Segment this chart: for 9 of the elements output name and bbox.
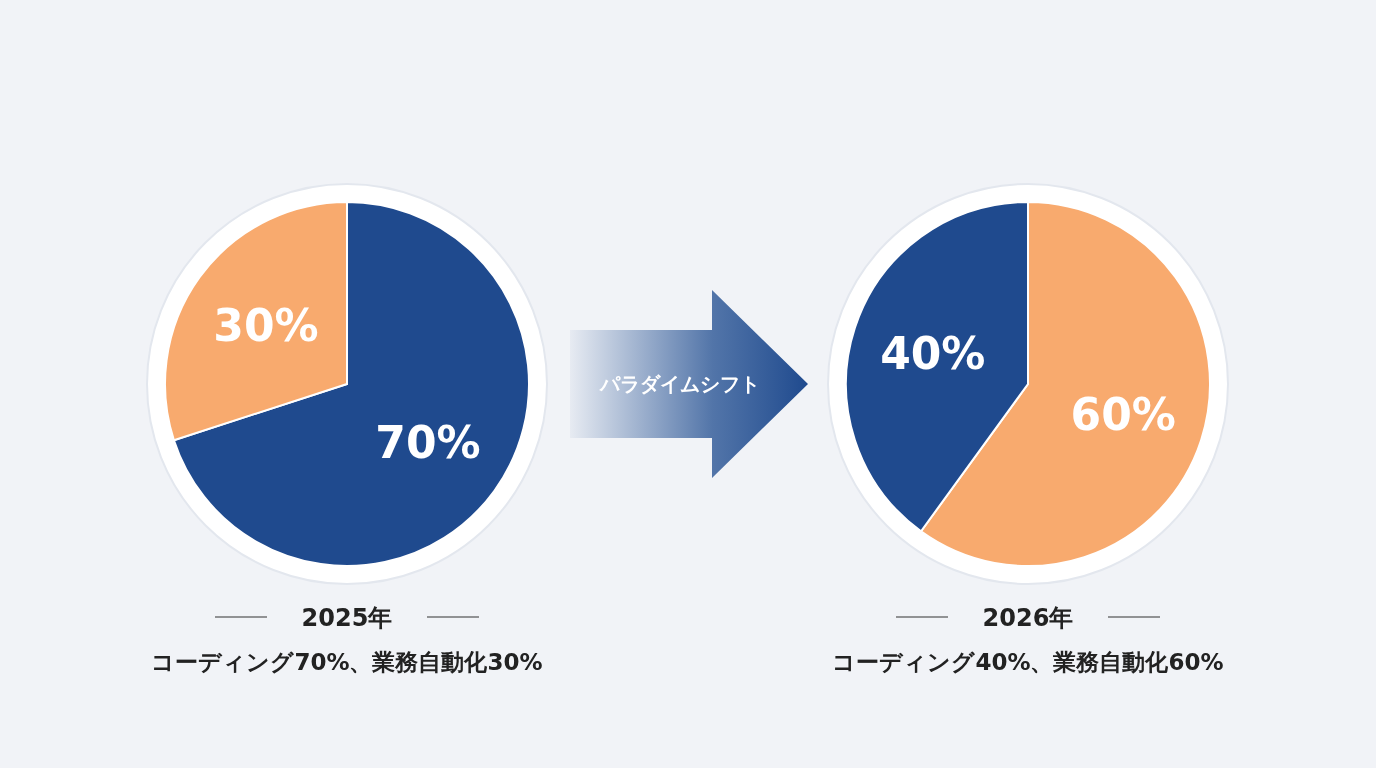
text: 2026年	[982, 604, 1074, 632]
text: コーディング40%、業務自動化60%	[832, 649, 1224, 675]
data-label: 40%	[880, 327, 986, 379]
text: コーディング70%、業務自動化30%	[151, 649, 543, 675]
data-label: 30%	[213, 299, 319, 351]
data-label: 60%	[1070, 389, 1176, 441]
text: パラダイムシフト	[599, 372, 760, 396]
data-label: 70%	[375, 417, 481, 469]
text: 2025年	[301, 604, 393, 632]
